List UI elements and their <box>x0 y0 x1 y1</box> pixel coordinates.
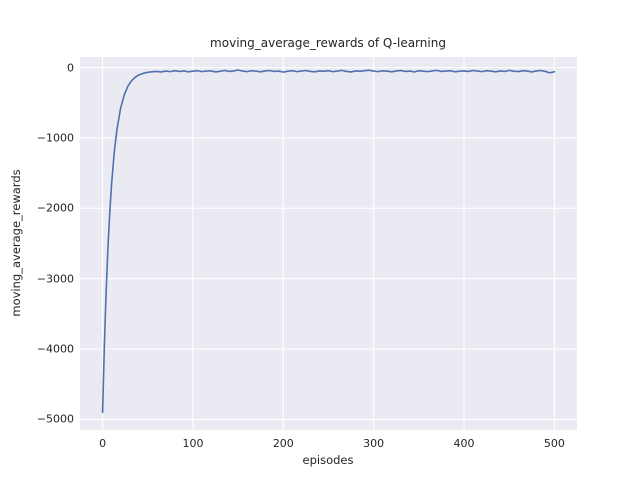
x-tick-label: 500 <box>543 437 565 450</box>
x-tick-label: 400 <box>453 437 475 450</box>
plot-area <box>80 57 577 430</box>
x-axis-label: episodes <box>302 453 354 467</box>
chart-title: moving_average_rewards of Q-learning <box>210 36 446 50</box>
x-tick-label: 200 <box>272 437 294 450</box>
x-tick-label: 100 <box>182 437 204 450</box>
y-tick-label: −3000 <box>36 272 74 286</box>
data-line <box>101 69 556 414</box>
y-tick-label: −5000 <box>36 412 74 426</box>
y-tick-label: −2000 <box>36 201 74 215</box>
y-tick-label: −4000 <box>36 342 74 356</box>
x-tick-label: 0 <box>99 437 107 450</box>
y-tick-label: 0 <box>67 61 74 75</box>
y-tick-label: −1000 <box>36 131 74 145</box>
axes-background <box>80 57 577 430</box>
x-tick-label: 300 <box>363 437 385 450</box>
y-axis-label: moving_average_rewards <box>9 169 23 317</box>
